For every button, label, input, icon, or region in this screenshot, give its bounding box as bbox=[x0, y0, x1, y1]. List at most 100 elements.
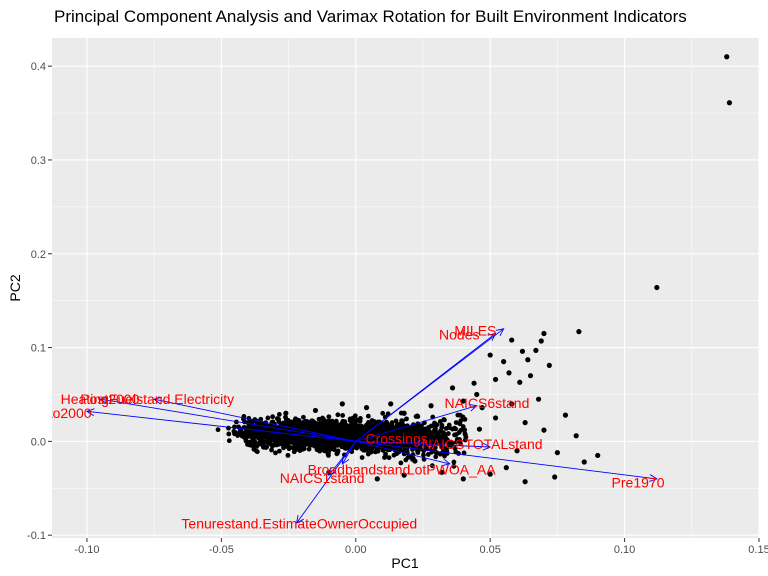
cluster-point bbox=[380, 410, 386, 416]
loading-label: LotPWOA_AA bbox=[407, 462, 496, 478]
cluster-point bbox=[231, 424, 237, 430]
cluster-point bbox=[318, 426, 324, 432]
cluster-point bbox=[426, 427, 431, 432]
cluster-point bbox=[352, 413, 358, 419]
x-tick-label: -0.05 bbox=[209, 544, 234, 556]
cluster-point bbox=[338, 439, 343, 445]
loading-arrow-head bbox=[328, 467, 337, 476]
x-tick-label: 0.10 bbox=[614, 544, 635, 556]
data-point bbox=[522, 479, 528, 485]
cluster-point bbox=[266, 436, 272, 442]
cluster-point bbox=[455, 412, 461, 418]
loading-arrow-head bbox=[153, 396, 163, 405]
data-point bbox=[573, 433, 579, 439]
data-point bbox=[522, 420, 528, 426]
cluster-point bbox=[409, 427, 414, 433]
cluster-point bbox=[359, 455, 365, 460]
cluster-point bbox=[438, 428, 444, 434]
loading-arrow-head bbox=[296, 515, 304, 524]
cluster-point bbox=[276, 412, 282, 417]
cluster-point bbox=[389, 420, 395, 426]
cluster-point bbox=[249, 434, 255, 440]
loading-arrow-head bbox=[415, 439, 425, 447]
data-point bbox=[476, 426, 483, 432]
cluster-point bbox=[403, 457, 409, 463]
loading-arrow bbox=[355, 333, 496, 442]
loading-label: NAICS1stand bbox=[280, 470, 365, 486]
loading-label: NAICS6stand bbox=[445, 395, 530, 411]
cluster-point bbox=[323, 420, 329, 426]
cluster-point bbox=[342, 429, 347, 435]
data-point bbox=[519, 348, 526, 354]
loading-arrow bbox=[296, 441, 357, 524]
cluster-point bbox=[274, 441, 279, 447]
loading-arrow-head bbox=[495, 328, 505, 337]
data-point bbox=[595, 452, 601, 459]
data-point bbox=[374, 476, 380, 482]
loading-label: e1970to2000 bbox=[10, 405, 92, 421]
data-point bbox=[401, 472, 407, 478]
loading-label: Tenurestand.EstimateOwnerOccupied bbox=[181, 515, 417, 531]
cluster-point bbox=[299, 422, 304, 428]
data-point bbox=[726, 100, 733, 106]
cluster-point bbox=[367, 437, 373, 443]
cluster-point bbox=[454, 436, 460, 442]
cluster-point bbox=[298, 443, 304, 448]
cluster-point bbox=[270, 414, 276, 420]
cluster-point bbox=[451, 459, 457, 465]
cluster-point bbox=[357, 418, 363, 424]
loading-arrow-head bbox=[487, 332, 497, 341]
x-tick-label: -0.10 bbox=[74, 544, 99, 556]
loading-arrow bbox=[355, 440, 657, 480]
cluster-point bbox=[439, 422, 445, 428]
cluster-point bbox=[293, 439, 299, 445]
cluster-point bbox=[381, 437, 387, 443]
data-point bbox=[509, 401, 515, 407]
x-axis: -0.10 -0.05 0.00 0.05 0.10 0.15 bbox=[74, 538, 768, 556]
data-point bbox=[546, 362, 552, 368]
cluster-point bbox=[365, 451, 371, 457]
cluster-point bbox=[324, 429, 329, 435]
cluster-point bbox=[442, 438, 447, 443]
loading-arrow-head bbox=[85, 408, 95, 416]
cluster-point bbox=[338, 422, 344, 428]
cluster-point bbox=[322, 447, 328, 452]
cluster-point bbox=[398, 421, 404, 426]
cluster-point bbox=[233, 430, 239, 436]
cluster-point bbox=[327, 446, 333, 452]
data-point bbox=[506, 370, 512, 376]
cluster-point bbox=[401, 436, 406, 442]
data-point bbox=[535, 396, 542, 402]
data-point bbox=[471, 380, 477, 386]
loading-arrow-head bbox=[441, 458, 451, 467]
loading-label: MILES bbox=[454, 323, 496, 339]
data-point bbox=[460, 476, 466, 482]
cluster-point bbox=[321, 416, 326, 422]
cluster-point bbox=[285, 418, 291, 423]
loading-label: Post2000 bbox=[80, 391, 139, 407]
cluster-point bbox=[215, 427, 221, 433]
cluster-point bbox=[443, 426, 449, 431]
cluster-point bbox=[357, 423, 363, 429]
cluster-point bbox=[437, 419, 443, 424]
x-axis-title: PC1 bbox=[391, 555, 418, 571]
data-point bbox=[562, 412, 569, 418]
cluster-point bbox=[323, 442, 329, 448]
cluster-point bbox=[335, 448, 341, 454]
cluster-point bbox=[308, 442, 314, 448]
cluster-point bbox=[226, 431, 232, 437]
y-tick-label: 0.4 bbox=[31, 61, 46, 73]
data-point bbox=[479, 405, 485, 411]
cluster-point bbox=[261, 439, 267, 445]
cluster-point bbox=[329, 418, 335, 424]
data-point bbox=[449, 385, 456, 391]
loading-label: Crossings bbox=[366, 431, 428, 447]
cluster-point bbox=[462, 432, 468, 438]
data-point bbox=[576, 329, 582, 335]
cluster-point bbox=[254, 448, 259, 454]
loading-arrow bbox=[154, 398, 356, 442]
data-point bbox=[460, 398, 466, 404]
y-tick-label: 0.0 bbox=[31, 436, 46, 448]
y-tick-label: 0.1 bbox=[31, 343, 46, 355]
